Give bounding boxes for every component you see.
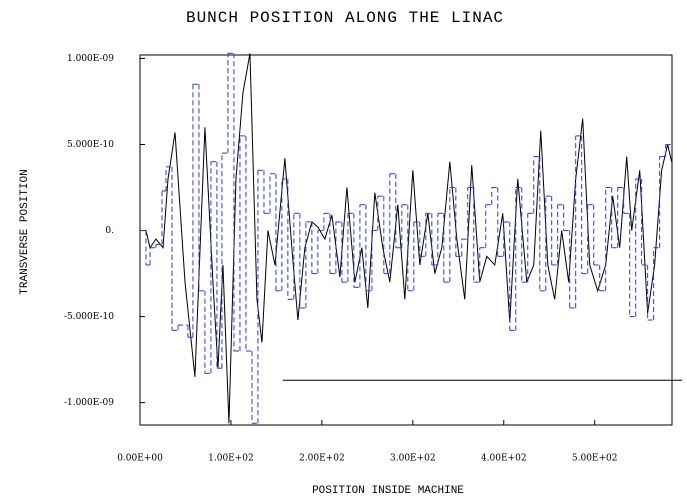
x-tick-label: 5.00E+02 (572, 454, 618, 464)
y-tick-label: 5.000E-10 (67, 140, 114, 150)
x-tick-label: 3.00E+02 (390, 454, 436, 464)
plot-frame (139, 54, 673, 426)
y-axis-label: TRANSVERSE POSITION (19, 169, 31, 294)
x-tick-label: 1.00E+02 (208, 454, 254, 464)
chart-title: BUNCH POSITION ALONG THE LINAC (186, 9, 504, 27)
x-tick-label: 0.00E+00 (117, 454, 163, 464)
y-tick-label: 0. (105, 226, 114, 236)
x-tick-label: 4.00E+02 (481, 454, 527, 464)
x-axis-label: POSITION INSIDE MACHINE (312, 485, 464, 497)
y-tick-label: -1.000E-09 (64, 398, 114, 408)
y-tick-label: 1.000E-09 (67, 54, 114, 64)
y-tick-label: -5.000E-10 (64, 312, 114, 322)
series-line (140, 53, 673, 424)
x-tick-label: 2.00E+02 (299, 454, 345, 464)
